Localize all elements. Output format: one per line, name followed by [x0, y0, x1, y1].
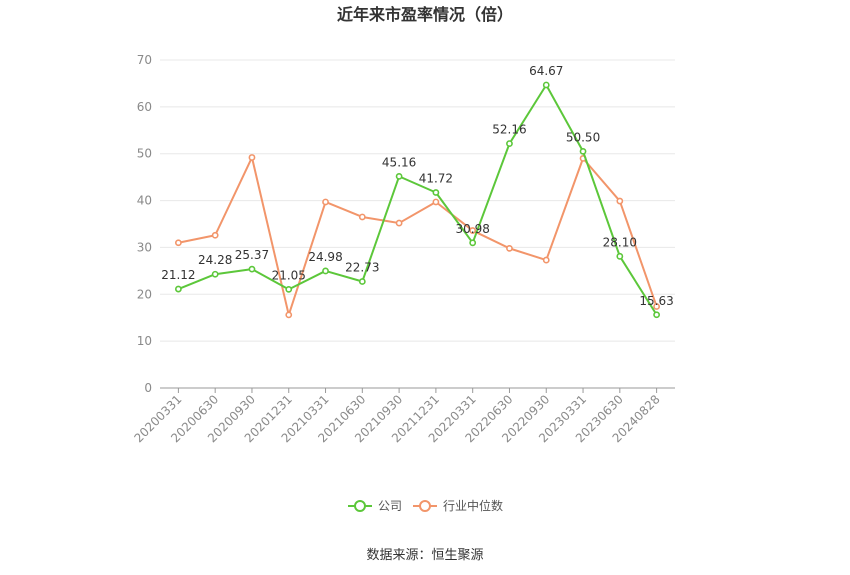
data-point-0 [542, 81, 550, 89]
data-point-0 [432, 189, 440, 196]
legend-item-0[interactable]: 公司 [348, 499, 402, 513]
legend: 公司 行业中位数 [348, 498, 503, 513]
data-label: 24.98 [308, 250, 342, 264]
data-point-1 [395, 219, 403, 227]
legend-label: 公司 [378, 499, 402, 513]
data-point-0 [248, 265, 256, 273]
y-tick-label: 30 [137, 240, 152, 254]
data-label: 21.12 [161, 268, 195, 282]
data-label: 64.67 [529, 64, 563, 78]
data-point-0 [395, 172, 403, 180]
series-layer [174, 81, 661, 319]
y-tick-label: 40 [137, 194, 152, 208]
data-point-0 [616, 252, 624, 260]
data-point-1 [248, 154, 256, 161]
series-line-1 [178, 156, 658, 316]
chart-title: 近年来市盈率情况（倍） [337, 5, 513, 24]
legend-marker-icon [419, 500, 431, 512]
data-label: 28.10 [603, 235, 637, 249]
data-label: 41.72 [419, 172, 453, 186]
data-point-0 [174, 285, 182, 293]
data-label: 24.28 [198, 253, 232, 267]
data-point-1 [322, 198, 329, 206]
y-tick-label: 10 [137, 334, 152, 348]
y-tick-label: 60 [137, 100, 152, 114]
data-point-1 [174, 239, 182, 247]
data-point-1 [616, 197, 624, 205]
data-point-1 [432, 198, 440, 206]
legend-marker-icon [354, 500, 366, 512]
series-line-0 [178, 83, 658, 316]
data-label: 15.63 [639, 294, 673, 308]
data-point-1 [211, 231, 219, 239]
data-point-1 [358, 213, 366, 221]
axes: 0102030405060702020033120200630202009302… [131, 53, 675, 445]
data-point-1 [542, 256, 550, 264]
data-label: 45.16 [382, 155, 416, 169]
data-point-1 [506, 244, 513, 252]
data-point-0 [506, 140, 513, 147]
data-point-0 [653, 311, 661, 319]
data-point-0 [211, 270, 219, 278]
y-tick-label: 50 [137, 147, 152, 161]
y-tick-label: 0 [144, 381, 152, 395]
data-label: 21.05 [272, 268, 306, 282]
data-point-0 [285, 285, 293, 293]
data-point-0 [322, 267, 329, 275]
data-point-0 [469, 239, 477, 247]
data-point-1 [285, 311, 293, 319]
data-label: 52.16 [492, 123, 526, 137]
data-label: 30.98 [455, 222, 489, 236]
data-point-0 [358, 278, 366, 285]
y-tick-label: 70 [137, 53, 152, 67]
data-point-0 [579, 147, 587, 155]
y-tick-label: 20 [137, 287, 152, 301]
data-label: 25.37 [235, 248, 269, 262]
data-label: 50.50 [566, 130, 600, 144]
grid-lines [160, 59, 675, 342]
data-source: 数据来源：恒生聚源 [366, 548, 483, 563]
data-point-1 [469, 227, 477, 234]
legend-label: 行业中位数 [443, 498, 503, 513]
data-point-1 [653, 303, 661, 310]
data-label: 22.73 [345, 260, 379, 274]
legend-item-1[interactable]: 行业中位数 [413, 498, 503, 513]
